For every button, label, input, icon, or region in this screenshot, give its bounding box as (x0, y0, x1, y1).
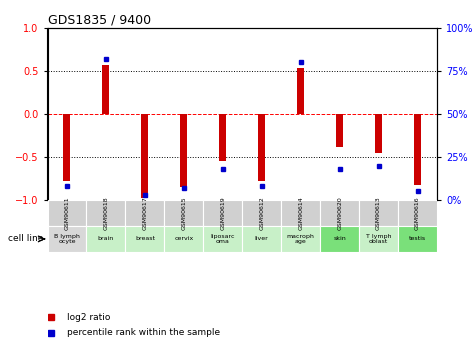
Text: skin: skin (333, 236, 346, 241)
Text: GSM90615: GSM90615 (181, 196, 186, 230)
Bar (297, 68, 304, 114)
Text: GSM90616: GSM90616 (415, 196, 420, 230)
Bar (320, 200, 359, 226)
Bar (281, 226, 320, 252)
Text: GSM90612: GSM90612 (259, 196, 264, 230)
Bar (48, 226, 86, 252)
Text: GSM90619: GSM90619 (220, 196, 225, 230)
Bar (414, 114, 421, 185)
Bar (64, 114, 70, 181)
Bar (398, 226, 437, 252)
Text: cervix: cervix (174, 236, 193, 241)
Bar (180, 114, 187, 187)
Bar (125, 226, 164, 252)
Bar (375, 114, 382, 152)
Text: log2 ratio: log2 ratio (67, 313, 110, 322)
Text: cell line: cell line (8, 234, 44, 244)
Text: GSM90620: GSM90620 (337, 196, 342, 230)
Bar (336, 114, 343, 147)
Text: liver: liver (255, 236, 268, 241)
Bar (142, 114, 148, 197)
Bar (48, 200, 86, 226)
Bar (164, 200, 203, 226)
Bar (86, 226, 125, 252)
Text: brain: brain (98, 236, 114, 241)
Bar (398, 200, 437, 226)
Bar (281, 200, 320, 226)
Text: T lymph
oblast: T lymph oblast (366, 234, 391, 244)
Text: liposarc
oma: liposarc oma (210, 234, 235, 244)
Text: GSM90613: GSM90613 (376, 196, 381, 230)
Bar (203, 200, 242, 226)
Bar (219, 114, 226, 161)
Bar (320, 226, 359, 252)
Text: GSM90611: GSM90611 (65, 196, 69, 230)
Text: B lymph
ocyte: B lymph ocyte (54, 234, 80, 244)
Bar (103, 65, 109, 114)
Text: testis: testis (409, 236, 426, 241)
Text: macroph
age: macroph age (287, 234, 314, 244)
Bar (359, 226, 398, 252)
Bar (125, 200, 164, 226)
Bar (359, 200, 398, 226)
Bar (86, 200, 125, 226)
Text: breast: breast (135, 236, 155, 241)
Text: GSM90618: GSM90618 (104, 196, 108, 230)
Text: GDS1835 / 9400: GDS1835 / 9400 (48, 13, 151, 27)
Bar (242, 200, 281, 226)
Bar (242, 226, 281, 252)
Text: percentile rank within the sample: percentile rank within the sample (67, 328, 220, 337)
Bar (164, 226, 203, 252)
Text: GSM90617: GSM90617 (142, 196, 147, 230)
Bar (258, 114, 265, 181)
Bar (203, 226, 242, 252)
Text: GSM90614: GSM90614 (298, 196, 303, 230)
